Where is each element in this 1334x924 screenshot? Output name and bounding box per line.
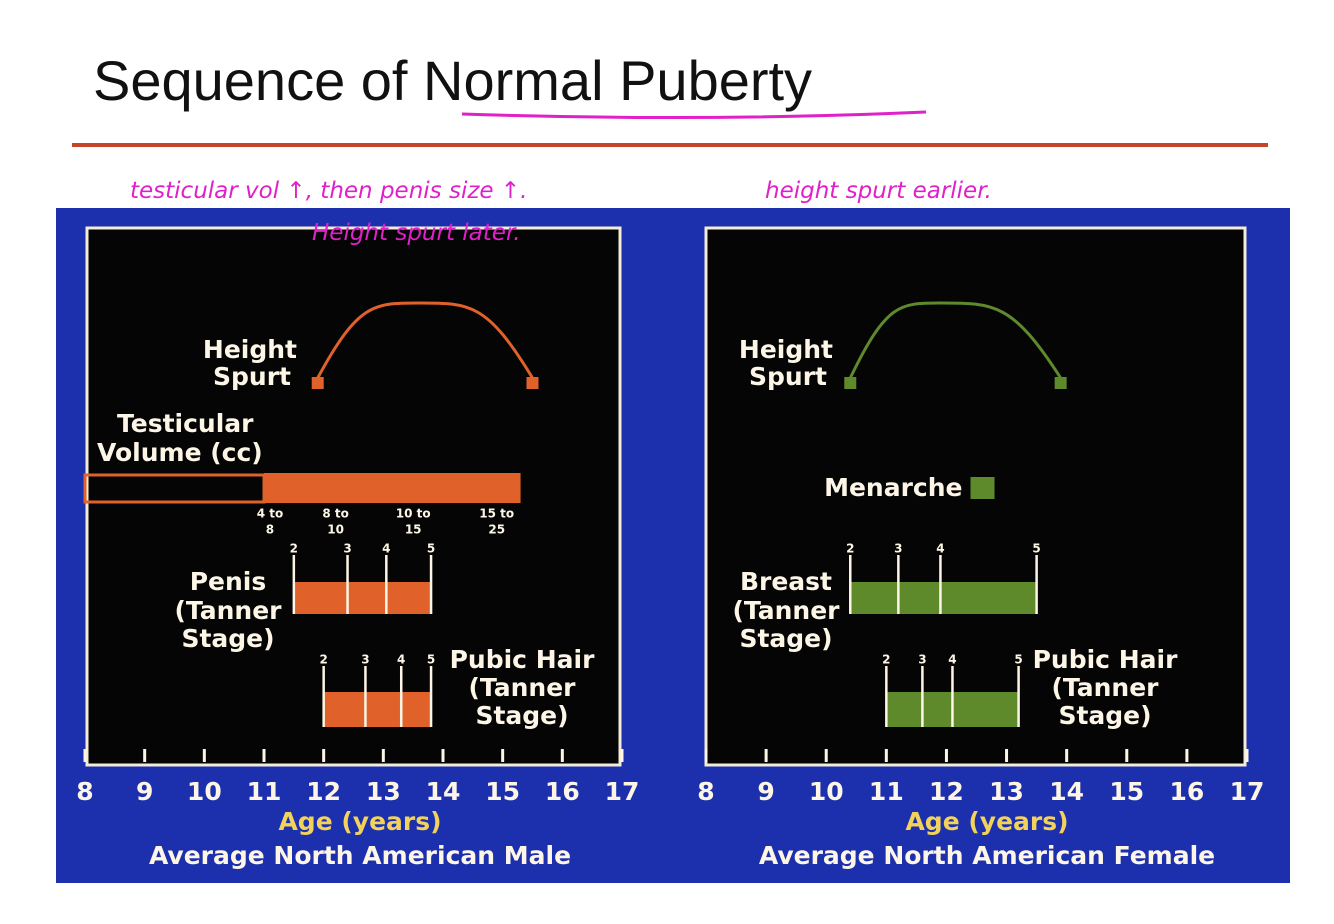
row-label: Breast xyxy=(740,567,832,596)
x-tick-label: 11 xyxy=(247,777,282,806)
row-label: Pubic Hair xyxy=(450,645,595,674)
stage-bar xyxy=(293,582,432,614)
row-label: Height xyxy=(739,335,833,364)
height-spurt-curve xyxy=(848,301,1062,379)
stage-bar xyxy=(850,582,1037,614)
stage-label: 5 xyxy=(1014,653,1022,667)
menarche-bar xyxy=(970,477,995,499)
x-tick-label: 12 xyxy=(929,777,964,806)
volume-label: 15 to xyxy=(479,507,514,521)
annotation: Height spurt later. xyxy=(312,220,521,246)
x-tick-label: 16 xyxy=(1169,777,1204,806)
stage-label: 2 xyxy=(319,653,327,667)
stage-label: 5 xyxy=(427,653,435,667)
row-label: (Tanner xyxy=(1051,673,1159,702)
stage-label: 5 xyxy=(427,542,435,556)
height-spurt-start xyxy=(311,377,324,389)
x-tick-label: 17 xyxy=(1230,777,1265,806)
stage-label: 3 xyxy=(361,653,369,667)
x-tick-label: 17 xyxy=(605,777,640,806)
height-spurt-end xyxy=(1054,377,1067,389)
row-label: Penis xyxy=(190,567,267,596)
x-tick-label: 14 xyxy=(1049,777,1084,806)
stage-label: 4 xyxy=(936,542,944,556)
stage-label: 4 xyxy=(948,653,956,667)
x-tick-label: 14 xyxy=(426,777,461,806)
height-spurt-start xyxy=(844,377,857,389)
x-tick-label: 13 xyxy=(989,777,1024,806)
volume-bar xyxy=(264,473,521,503)
x-tick-label: 9 xyxy=(136,777,153,806)
stage-label: 2 xyxy=(882,653,890,667)
height-spurt-end xyxy=(526,377,539,389)
row-label: Stage) xyxy=(181,624,274,653)
row-label: Stage) xyxy=(475,701,568,730)
row-label: (Tanner xyxy=(174,596,282,625)
x-tick-label: 15 xyxy=(485,777,520,806)
stage-label: 4 xyxy=(382,542,390,556)
stage-label: 5 xyxy=(1032,542,1040,556)
rule xyxy=(72,143,1268,147)
volume-label: 25 xyxy=(488,523,505,537)
underline xyxy=(461,110,927,120)
stage-bar xyxy=(323,692,432,727)
x-tick-label: 13 xyxy=(366,777,401,806)
x-tick-label: 9 xyxy=(757,777,774,806)
volume-label: 10 xyxy=(327,523,344,537)
volume-label: 8 xyxy=(266,523,274,537)
row-label: Volume (cc) xyxy=(97,438,263,467)
row-label: Testicular xyxy=(117,409,254,438)
volume-label: 10 to xyxy=(396,507,431,521)
stage-label: 2 xyxy=(290,542,298,556)
row-label: Pubic Hair xyxy=(1033,645,1178,674)
stage-label: 3 xyxy=(918,653,926,667)
x-tick-label: 12 xyxy=(306,777,341,806)
x-tick-label: 8 xyxy=(697,777,714,806)
stage-label: 2 xyxy=(846,542,854,556)
row-label: Spurt xyxy=(749,362,827,391)
stage-label: 4 xyxy=(397,653,405,667)
chart-title: Average North American Male xyxy=(149,841,571,870)
x-tick-label: 11 xyxy=(869,777,904,806)
stage-label: 3 xyxy=(894,542,902,556)
x-axis-label: Age (years) xyxy=(905,807,1068,836)
row-label: Stage) xyxy=(739,624,832,653)
row-label: Menarche xyxy=(824,473,962,502)
x-tick-label: 10 xyxy=(809,777,844,806)
stage-label: 3 xyxy=(343,542,351,556)
row-label: Spurt xyxy=(213,362,291,391)
x-tick-label: 16 xyxy=(545,777,580,806)
row-label: (Tanner xyxy=(732,596,840,625)
annotation: testicular vol ↑, then penis size ↑. xyxy=(130,178,527,204)
height-spurt-curve xyxy=(316,301,534,379)
row-label: Height xyxy=(203,335,297,364)
row-label: (Tanner xyxy=(468,673,576,702)
volume-label: 4 to xyxy=(257,507,284,521)
row-label: Stage) xyxy=(1058,701,1151,730)
slide-title: Sequence of Normal Puberty xyxy=(93,49,812,112)
chart-title: Average North American Female xyxy=(759,841,1215,870)
volume-label: 15 xyxy=(405,523,422,537)
x-tick-label: 15 xyxy=(1109,777,1144,806)
x-tick-label: 10 xyxy=(187,777,222,806)
x-tick-label: 8 xyxy=(76,777,93,806)
annotation: height spurt earlier. xyxy=(765,178,992,204)
x-axis-label: Age (years) xyxy=(278,807,441,836)
volume-label: 8 to xyxy=(322,507,349,521)
